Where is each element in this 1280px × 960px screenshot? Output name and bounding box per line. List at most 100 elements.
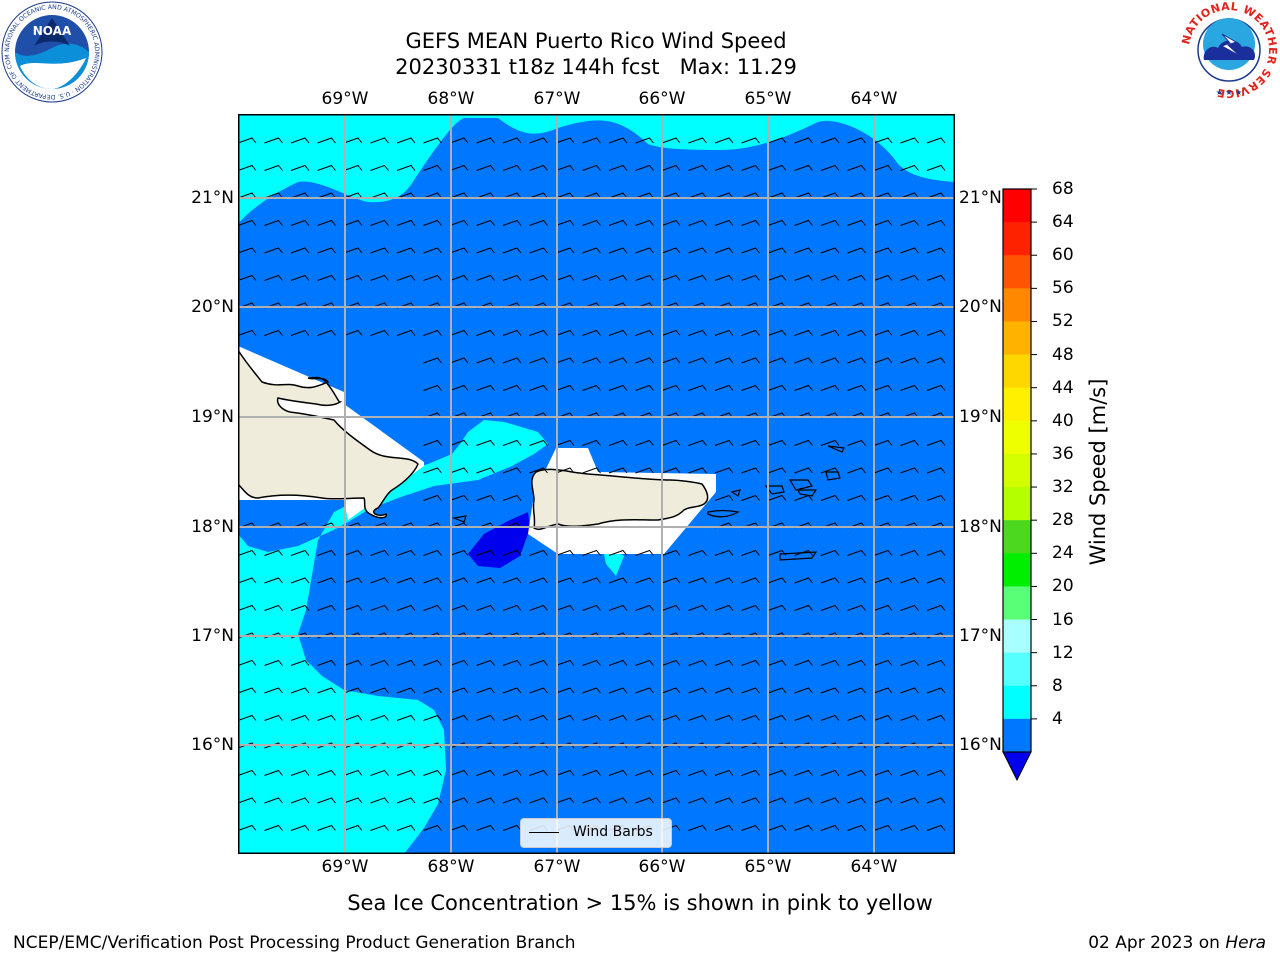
wind-barb: [847, 797, 866, 804]
wind-barb: [476, 274, 495, 281]
colorbar-band: [1003, 652, 1031, 687]
wind-barb: [661, 329, 681, 336]
lon-tick-bottom-64w: 64°W: [850, 857, 898, 877]
wind-barb: [317, 329, 336, 336]
wind-barb: [820, 357, 840, 364]
wind-barb: [238, 164, 257, 171]
wind-barb: [635, 659, 654, 666]
wind-barb: [926, 274, 946, 281]
wind-barb: [343, 824, 363, 831]
colorbar-tick-label: 4: [1052, 708, 1063, 729]
wind-barb: [449, 769, 469, 776]
wind-barb: [476, 549, 495, 556]
wind-barb: [343, 769, 363, 776]
wind-barb: [794, 329, 813, 336]
wind-barb: [688, 274, 707, 281]
wind-barb: [926, 467, 946, 474]
wind-barb: [370, 192, 389, 199]
wind-barb: [741, 687, 760, 694]
wind-barb: [370, 577, 389, 584]
wind-barb: [767, 384, 787, 391]
wind-barb: [582, 384, 601, 391]
wind-barb: [767, 137, 787, 144]
wind-barb: [873, 549, 893, 556]
wind-barb: [741, 769, 760, 776]
wind-barb: [476, 384, 495, 391]
wind-barb: [529, 329, 548, 336]
map-gridlines: [238, 114, 955, 854]
wind-barb: [423, 329, 442, 336]
wind-barb: [529, 384, 548, 391]
wind-barb: [714, 769, 734, 776]
wind-barb: [264, 274, 283, 281]
wind-barb: [688, 769, 707, 776]
wind-barb: [661, 687, 681, 694]
wind-barb: [794, 769, 813, 776]
wind-barb: [317, 659, 336, 666]
colorbar-band: [1003, 520, 1031, 554]
wind-barb: [502, 549, 522, 556]
colorbar-tick-label: 36: [1052, 443, 1074, 464]
wind-barb: [661, 247, 681, 254]
lon-tick-top-65w: 65°W: [744, 89, 792, 109]
wind-barb: [900, 494, 919, 501]
wind-barb: [847, 742, 866, 749]
wind-barb: [900, 439, 919, 446]
wind-barb: [502, 577, 522, 584]
wind-barb: [317, 687, 336, 694]
wind-barb: [290, 742, 310, 749]
wind-barb: [502, 247, 522, 254]
wind-barb: [688, 357, 707, 364]
wind-barb: [582, 137, 601, 144]
wind-barb: [502, 824, 522, 831]
wind-barb: [555, 164, 575, 171]
noaa-logo: NATIONAL OCEANIC AND ATMOSPHERIC ADMINIS…: [0, 0, 103, 103]
wind-barb: [264, 329, 283, 336]
wind-barb: [714, 549, 734, 556]
wind-barb: [502, 192, 522, 199]
wind-barb: [264, 769, 283, 776]
wind-barb: [423, 467, 442, 474]
wind-barb: [926, 687, 946, 694]
wind-barb: [290, 274, 310, 281]
wind-barb: [847, 164, 866, 171]
wind-barb: [529, 357, 548, 364]
footer-date-text: 02 Apr 2023 on: [1088, 933, 1226, 953]
wind-barb: [290, 604, 310, 611]
lat-tick-right-20n: 20°N: [959, 297, 1002, 317]
wind-barb: [714, 137, 734, 144]
wind-barb: [820, 769, 840, 776]
wind-barb: [343, 742, 363, 749]
wind-barb: [635, 714, 654, 721]
wind-barb: [555, 247, 575, 254]
wind-barb: [529, 467, 548, 474]
wind-barb: [714, 192, 734, 199]
mona-island: [451, 515, 467, 523]
wind-barb: [661, 439, 681, 446]
colorbar-under-triangle: [1002, 751, 1032, 782]
wind-barb: [608, 192, 628, 199]
wind-barb: [423, 219, 442, 226]
wind-barb: [820, 467, 840, 474]
wind-barb: [502, 274, 522, 281]
wind-barb: [635, 604, 654, 611]
wind-barb: [794, 714, 813, 721]
footer-date: 02 Apr 2023 on Hera: [1088, 933, 1266, 953]
wind-barb: [529, 797, 548, 804]
hispaniola-land: [238, 348, 419, 519]
lon-tick-top-64w: 64°W: [850, 89, 898, 109]
wind-barb: [635, 219, 654, 226]
wind-barb: [582, 714, 601, 721]
footer-branch: NCEP/EMC/Verification Post Processing Pr…: [13, 933, 576, 953]
wind-barb: [555, 137, 575, 144]
wind-barb: [820, 219, 840, 226]
wind-barb: [502, 467, 522, 474]
wind-barb: [423, 384, 442, 391]
wind-barb: [820, 714, 840, 721]
colorbar-band: [1003, 387, 1031, 422]
legend-label: Wind Barbs: [573, 824, 653, 840]
wind-barb: [317, 604, 336, 611]
wind-barb: [423, 742, 442, 749]
wind-barb: [767, 604, 787, 611]
wind-barb: [873, 687, 893, 694]
